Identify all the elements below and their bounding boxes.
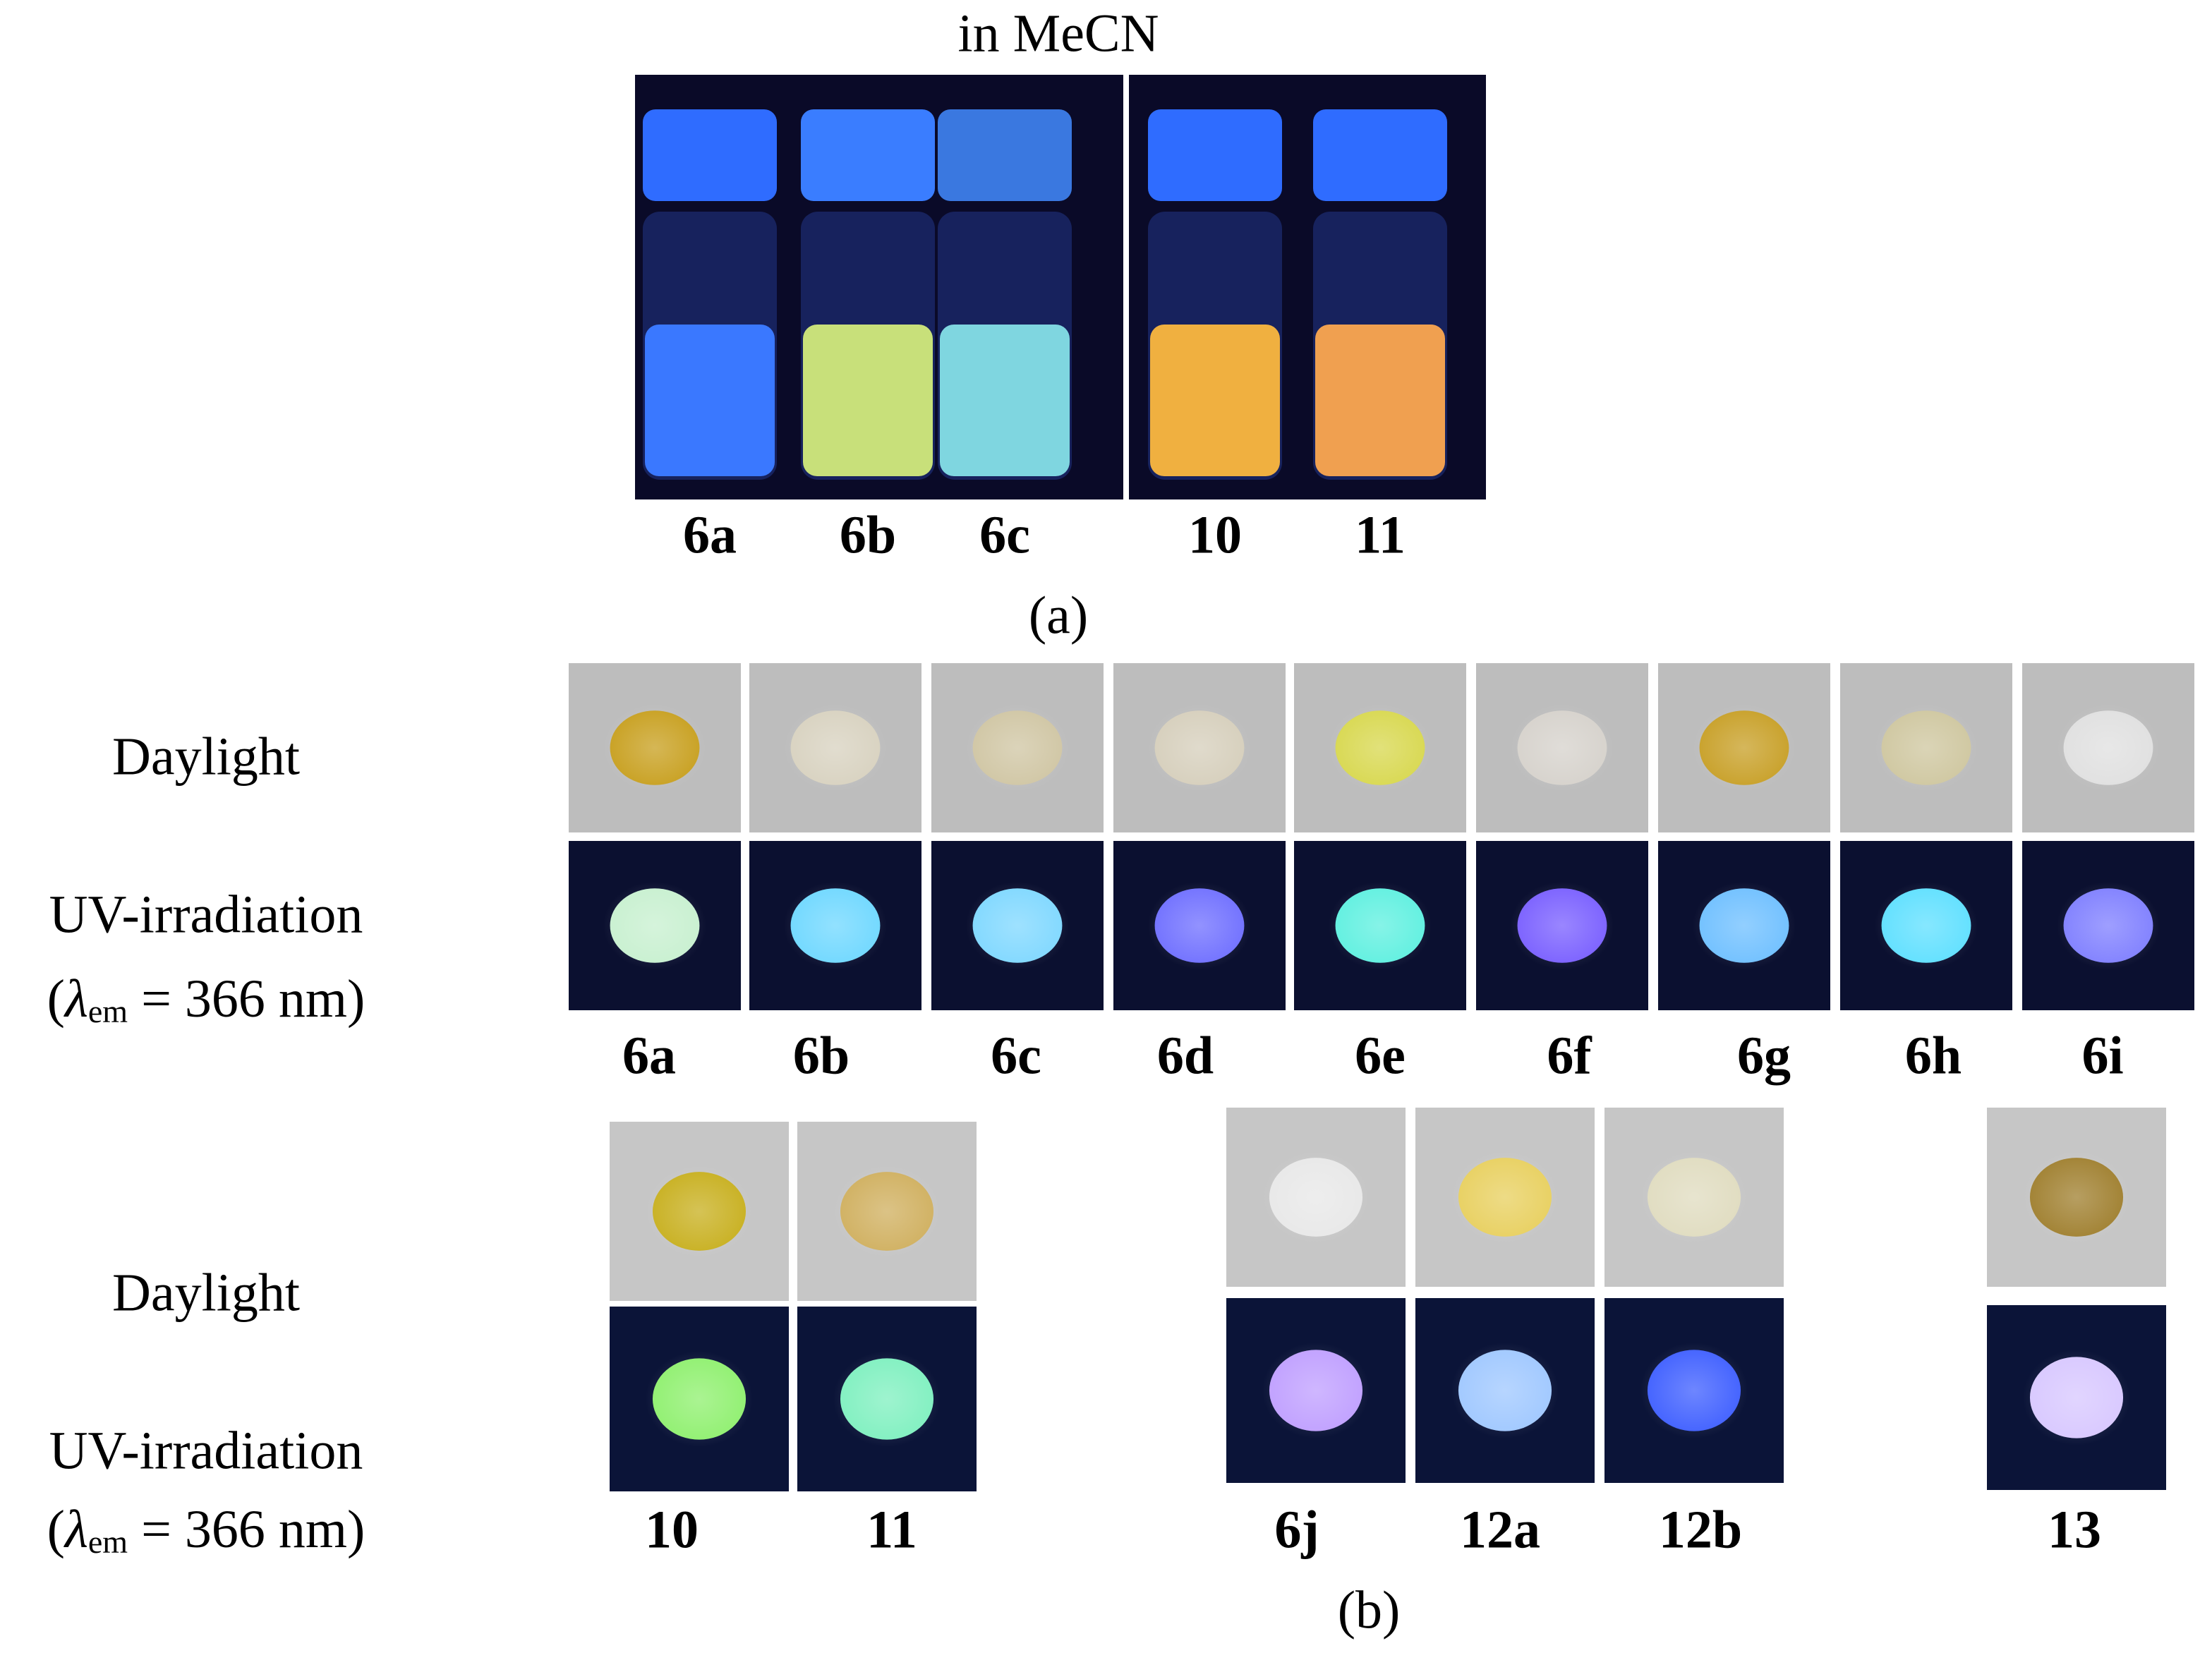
condition-open: ( bbox=[47, 969, 65, 1029]
sample-label: 6c bbox=[991, 1026, 1041, 1085]
vial-label: 6a bbox=[683, 505, 737, 564]
powder-glow bbox=[1510, 703, 1614, 792]
powder-glow bbox=[1874, 703, 1978, 792]
vial-liquid bbox=[940, 325, 1070, 476]
row-label: Daylight bbox=[112, 1263, 300, 1322]
row-label: Daylight bbox=[112, 727, 300, 786]
powder-glow bbox=[1262, 1342, 1370, 1439]
vial-label: 6c bbox=[979, 505, 1030, 564]
vial-cap bbox=[938, 109, 1072, 201]
panel-a-caption: (a) bbox=[1029, 586, 1088, 645]
powder-glow bbox=[833, 1350, 941, 1448]
powder-glow bbox=[965, 881, 1070, 970]
sample-label: 6a bbox=[622, 1026, 676, 1085]
powder-glow bbox=[1692, 881, 1796, 970]
powder-glow bbox=[1640, 1342, 1748, 1439]
powder-glow bbox=[783, 881, 888, 970]
sample-label: 6j bbox=[1274, 1500, 1319, 1559]
powder-glow bbox=[2022, 1150, 2131, 1244]
condition-label: (λem = 366 nm) bbox=[47, 1500, 365, 1559]
condition-symbol: λ bbox=[64, 969, 88, 1029]
powder-glow bbox=[1262, 1150, 1370, 1244]
powder-glow bbox=[1692, 703, 1796, 792]
powder-glow bbox=[833, 1164, 941, 1259]
sample-label: 6b bbox=[793, 1026, 850, 1085]
condition-label: (λem = 366 nm) bbox=[47, 969, 365, 1029]
sample-label: 10 bbox=[645, 1500, 699, 1559]
powder-photos: 6a 6b 6c 6d 6e 6f 6g 6h 6i 10 11 6j 12a 12b 13 Daylight… bbox=[47, 663, 2194, 1560]
powder-glow bbox=[603, 703, 707, 792]
powder-glow bbox=[645, 1164, 754, 1259]
row-label: UV-irradiation bbox=[49, 885, 363, 944]
condition-symbol: λ bbox=[64, 1500, 88, 1559]
powder-glow bbox=[1874, 881, 1978, 970]
powder-glow bbox=[603, 881, 707, 970]
condition-subscript: em bbox=[88, 1524, 128, 1560]
condition-rest: = 366 nm) bbox=[128, 1500, 365, 1559]
condition-subscript: em bbox=[88, 993, 128, 1029]
powder-glow bbox=[1147, 703, 1252, 792]
photo-divider bbox=[1123, 75, 1129, 499]
sample-label: 13 bbox=[2048, 1500, 2101, 1559]
sample-label: 6e bbox=[1355, 1026, 1406, 1085]
panel-a-title: in MeCN bbox=[958, 4, 1159, 63]
powder-glow bbox=[1451, 1150, 1559, 1244]
vial-cap bbox=[1313, 109, 1447, 201]
vials: 6a 6b 6c 10 11 bbox=[643, 109, 1447, 564]
powder-glow bbox=[1147, 881, 1252, 970]
condition-rest: = 366 nm) bbox=[128, 969, 365, 1029]
vial-cap bbox=[801, 109, 935, 201]
powder-glow bbox=[1328, 881, 1432, 970]
vial-liquid bbox=[1315, 325, 1445, 476]
vial-label: 6b bbox=[840, 505, 896, 564]
sample-label: 6g bbox=[1737, 1026, 1791, 1085]
powder-glow bbox=[1328, 703, 1432, 792]
row-label: UV-irradiation bbox=[49, 1421, 363, 1480]
powder-glow bbox=[1640, 1150, 1748, 1244]
sample-label: 11 bbox=[866, 1500, 917, 1559]
vial-cap bbox=[643, 109, 777, 201]
sample-label: 6d bbox=[1157, 1026, 1214, 1085]
sample-label: 6f bbox=[1547, 1026, 1592, 1085]
vial-liquid bbox=[803, 325, 933, 476]
vial-liquid bbox=[1150, 325, 1280, 476]
powder-glow bbox=[1510, 881, 1614, 970]
powder-glow bbox=[783, 703, 888, 792]
vial-liquid bbox=[645, 325, 775, 476]
sample-label: 6i bbox=[2081, 1026, 2123, 1085]
powder-glow bbox=[2022, 1349, 2131, 1446]
powder-glow bbox=[2056, 703, 2160, 792]
condition-open: ( bbox=[47, 1500, 65, 1559]
panel-b-caption: (b) bbox=[1338, 1580, 1401, 1640]
vial-label: 11 bbox=[1355, 505, 1406, 564]
sample-label: 12b bbox=[1659, 1500, 1742, 1559]
powder-glow bbox=[645, 1350, 754, 1448]
sample-label: 6h bbox=[1905, 1026, 1962, 1085]
powder-glow bbox=[2056, 881, 2160, 970]
vial-cap bbox=[1148, 109, 1282, 201]
powder-glow bbox=[1451, 1342, 1559, 1439]
sample-label: 12a bbox=[1460, 1500, 1540, 1559]
powder-glow bbox=[965, 703, 1070, 792]
vial-label: 10 bbox=[1188, 505, 1242, 564]
